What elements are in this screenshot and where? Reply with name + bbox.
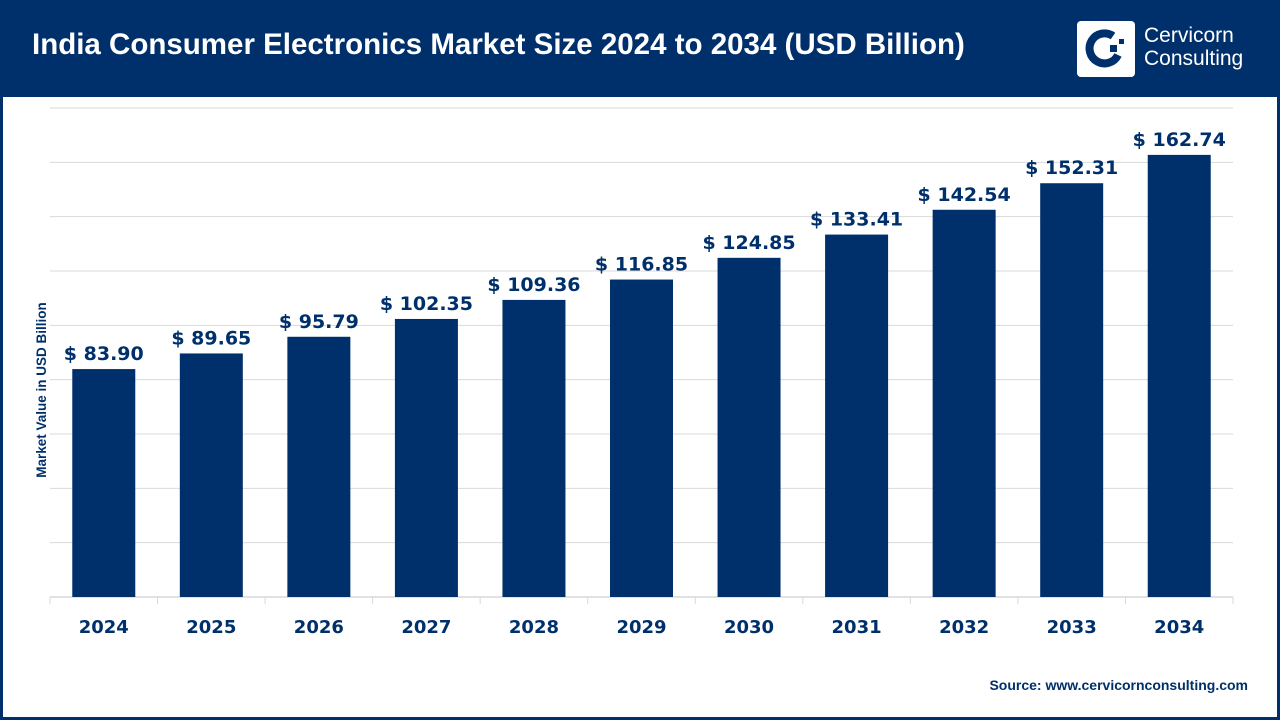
- bar-2030: [717, 257, 781, 597]
- chart-title: India Consumer Electronics Market Size 2…: [32, 28, 965, 61]
- source-note: Source: www.cervicornconsulting.com: [989, 677, 1248, 693]
- x-tick-label: 2031: [832, 617, 882, 638]
- data-label: $ 83.90: [64, 343, 144, 365]
- data-label: $ 162.74: [1133, 129, 1226, 151]
- bar-2027: [394, 318, 458, 597]
- x-tick-label: 2033: [1047, 617, 1097, 638]
- data-label: $ 116.85: [595, 254, 688, 276]
- bar-2031: [825, 234, 889, 597]
- logo-text: Cervicorn Consulting: [1144, 24, 1243, 70]
- x-tick-label: 2027: [401, 617, 451, 638]
- bar-2029: [610, 279, 673, 597]
- x-tick-label: 2029: [616, 617, 666, 638]
- data-label: $ 142.54: [918, 184, 1011, 206]
- x-tick-label: 2025: [186, 617, 236, 638]
- bar-2033: [1040, 183, 1104, 598]
- bar-2032: [932, 209, 996, 597]
- data-label: $ 95.79: [279, 311, 359, 333]
- x-tick-label: 2032: [939, 617, 989, 638]
- x-tick-label: 2030: [724, 617, 774, 638]
- x-tick-label: 2024: [79, 617, 129, 638]
- bar-2034: [1147, 154, 1211, 598]
- header-banner: India Consumer Electronics Market Size 2…: [0, 0, 1280, 97]
- logo-line-2: Consulting: [1144, 47, 1244, 70]
- cervicorn-logo-icon: [1077, 21, 1135, 77]
- y-axis-label: Market Value in USD Billion: [34, 302, 49, 478]
- bar-2024: [72, 369, 136, 597]
- logo-line-1: Cervicorn: [1144, 24, 1234, 47]
- bar-2028: [502, 299, 566, 597]
- bar-2026: [287, 336, 351, 597]
- x-tick-label: 2026: [294, 617, 344, 638]
- data-label: $ 102.35: [380, 293, 473, 315]
- data-label: $ 133.41: [810, 209, 903, 231]
- x-tick-label: 2028: [509, 617, 559, 638]
- x-tick-label: 2034: [1154, 617, 1204, 638]
- data-label: $ 89.65: [171, 327, 251, 349]
- data-label: $ 152.31: [1025, 157, 1118, 179]
- data-label: $ 124.85: [702, 232, 795, 254]
- bar-2025: [179, 353, 243, 597]
- data-label: $ 109.36: [487, 274, 580, 296]
